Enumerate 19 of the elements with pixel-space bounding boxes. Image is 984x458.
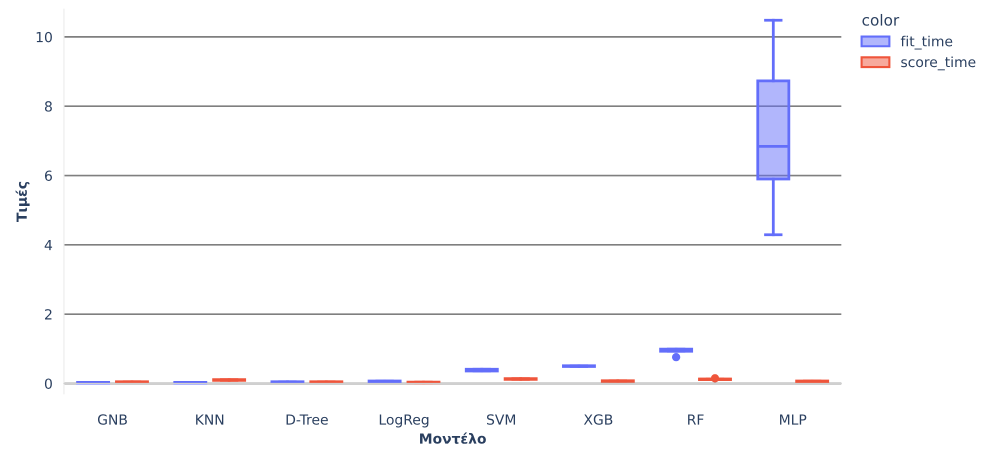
x-tick-label: KNN [196,414,224,425]
x-axis-title: Μοντέλο [420,432,486,444]
y-tick-label: 4 [44,240,52,250]
y-tick-label: 6 [44,170,52,181]
y-tick-label: 2 [45,309,52,320]
y-tick-label: 8 [44,101,52,112]
legend-label: score_time [901,56,976,70]
y-tick-label: 10 [36,32,52,42]
x-tick-label: RF [688,414,704,425]
x-tick-label: MLP [780,414,806,425]
x-tick-label: D-Tree [286,414,328,425]
y-tick-label: 0 [44,378,52,389]
x-tick-label: SVM [486,414,516,425]
legend-label: fit_time [900,36,952,50]
x-tick-label: GNB [98,414,127,425]
y-axis-title: Τιμές [16,182,30,222]
x-tick-label: LogReg [380,414,428,428]
x-tick-label: XGB [584,414,612,425]
legend-title: color [862,14,900,26]
